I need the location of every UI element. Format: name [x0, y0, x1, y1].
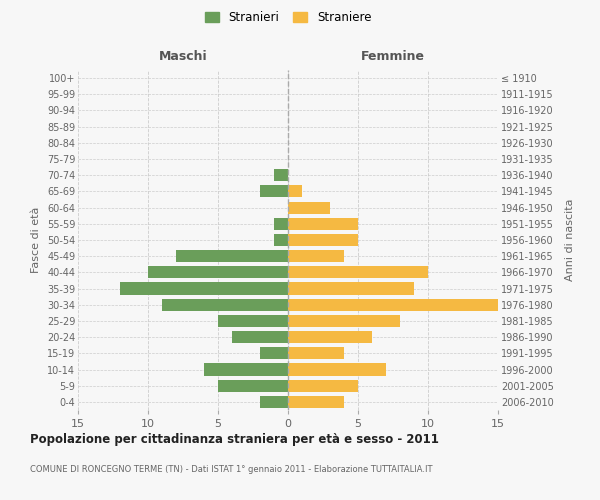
Bar [288, 364, 386, 376]
Bar [288, 282, 414, 294]
Bar [120, 282, 288, 294]
Bar [162, 298, 288, 311]
Bar [288, 348, 344, 360]
Bar [288, 266, 428, 278]
Bar [176, 250, 288, 262]
Bar [288, 315, 400, 327]
Bar [288, 380, 358, 392]
Bar [288, 186, 302, 198]
Bar [288, 250, 344, 262]
Bar [288, 298, 498, 311]
Bar [260, 186, 288, 198]
Bar [288, 234, 358, 246]
Legend: Stranieri, Straniere: Stranieri, Straniere [205, 11, 371, 24]
Text: Maschi: Maschi [158, 50, 208, 62]
Bar [260, 396, 288, 408]
Bar [232, 331, 288, 343]
Bar [148, 266, 288, 278]
Text: COMUNE DI RONCEGNO TERME (TN) - Dati ISTAT 1° gennaio 2011 - Elaborazione TUTTAI: COMUNE DI RONCEGNO TERME (TN) - Dati IST… [30, 466, 433, 474]
Text: Popolazione per cittadinanza straniera per età e sesso - 2011: Popolazione per cittadinanza straniera p… [30, 432, 439, 446]
Bar [288, 331, 372, 343]
Bar [204, 364, 288, 376]
Bar [274, 218, 288, 230]
Bar [218, 315, 288, 327]
Bar [260, 348, 288, 360]
Y-axis label: Fasce di età: Fasce di età [31, 207, 41, 273]
Bar [274, 234, 288, 246]
Bar [288, 396, 344, 408]
Y-axis label: Anni di nascita: Anni di nascita [565, 198, 575, 281]
Bar [274, 169, 288, 181]
Bar [288, 218, 358, 230]
Bar [218, 380, 288, 392]
Text: Femmine: Femmine [361, 50, 425, 62]
Bar [288, 202, 330, 213]
